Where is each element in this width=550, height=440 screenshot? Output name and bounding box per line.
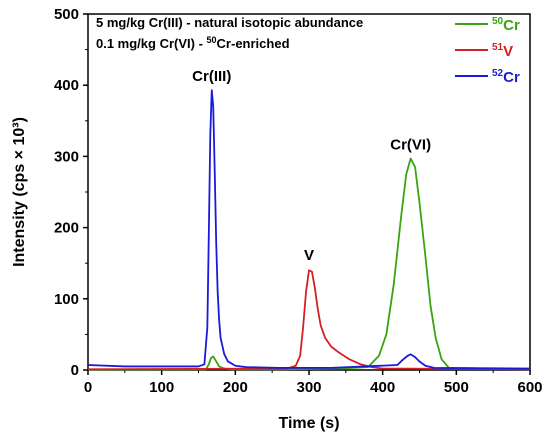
x-tick-label: 200 <box>223 379 248 396</box>
peak-labels: Cr(III) V Cr(VI) <box>192 68 431 264</box>
y-tick-label: 300 <box>54 148 79 165</box>
plot-frame <box>87 13 531 371</box>
peak-label: Cr(VI) <box>390 137 431 154</box>
annotation-line-2: 0.1 mg/kg Cr(VI) - 50Cr-enriched <box>96 35 290 51</box>
x-tick-label: 500 <box>444 379 469 396</box>
y-tick-label: 400 <box>54 77 79 94</box>
x-tick-label: 300 <box>296 379 321 396</box>
y-tick-label: 200 <box>54 220 79 237</box>
peak-label: Cr(III) <box>192 68 231 85</box>
y-axis-ticks: 0 100 200 300 400 500 <box>54 6 88 379</box>
series-line-v51 <box>87 269 531 371</box>
series-line-cr52 <box>87 89 531 370</box>
annotations: 5 mg/kg Cr(III) - natural isotopic abund… <box>96 15 363 51</box>
legend-label: 51V <box>492 42 513 60</box>
y-axis-title: Intensity (cps × 10³) <box>11 117 28 267</box>
plot-border <box>87 13 531 371</box>
x-tick-label: 0 <box>84 379 92 396</box>
annotation-line-1: 5 mg/kg Cr(III) - natural isotopic abund… <box>96 15 363 30</box>
x-tick-label: 600 <box>517 379 542 396</box>
x-tick-label: 400 <box>370 379 395 396</box>
legend-label: 50Cr <box>492 16 520 34</box>
legend: 50Cr 51V 52Cr <box>455 16 520 86</box>
legend-label: 52Cr <box>492 68 520 86</box>
series-layer <box>87 89 531 371</box>
y-tick-label: 100 <box>54 291 79 308</box>
y-tick-label: 0 <box>71 362 79 379</box>
peak-label: V <box>304 247 314 264</box>
x-axis-title: Time (s) <box>278 415 339 432</box>
series-line-cr50 <box>87 157 531 371</box>
x-axis-ticks: 0 100 200 300 400 500 600 <box>84 370 543 396</box>
x-tick-label: 100 <box>149 379 174 396</box>
y-tick-label: 500 <box>54 6 79 23</box>
